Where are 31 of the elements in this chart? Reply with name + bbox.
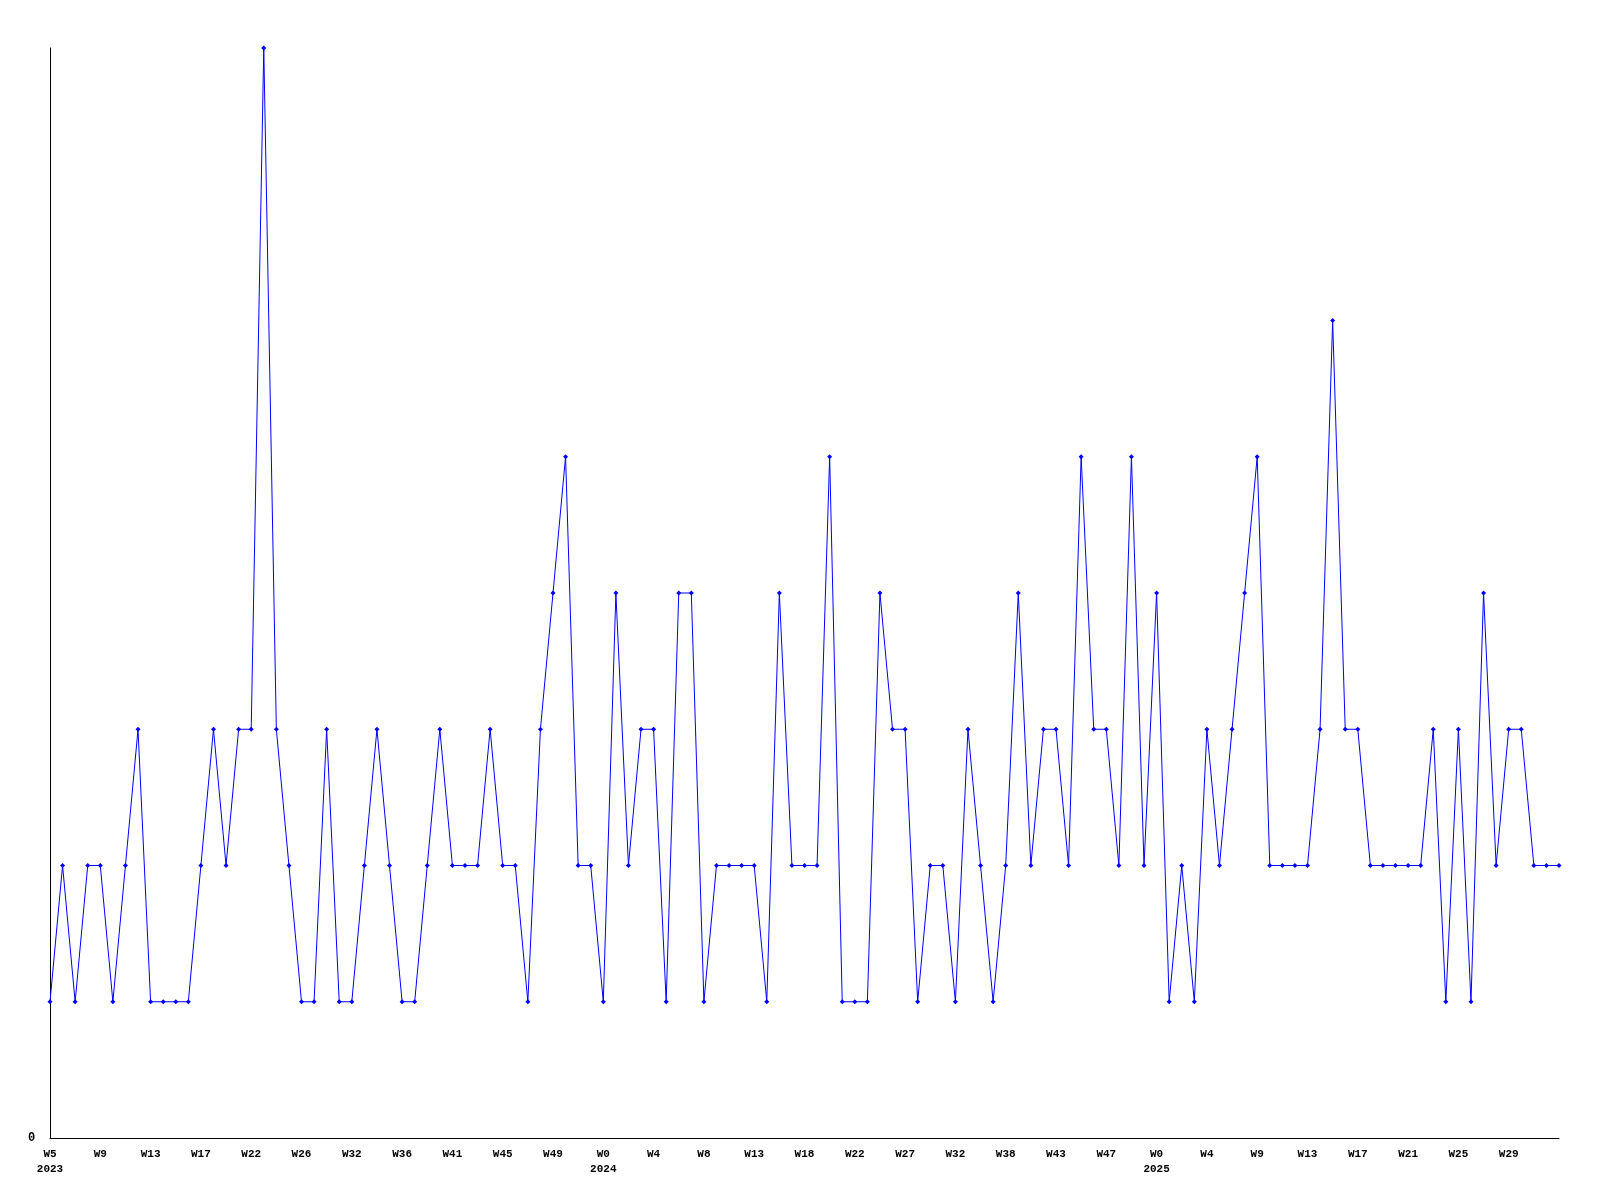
x-tick-label: W22 (241, 1147, 262, 1160)
x-tick-label: W9 (1250, 1147, 1264, 1160)
x-tick-label: W36 (392, 1147, 413, 1160)
x-tick-label: W32 (341, 1147, 362, 1160)
x-tick-label: W47 (1096, 1147, 1117, 1160)
x-tick-label: W32 (945, 1147, 966, 1160)
x-tick-label: W21 (1398, 1147, 1419, 1160)
x-tick-label: W17 (1347, 1147, 1368, 1160)
x-tick-label: W22 (844, 1147, 865, 1160)
x-tick-label: W49 (543, 1147, 563, 1160)
x-tick-label: W5 2023 (36, 1147, 64, 1175)
x-tick-label: W18 (794, 1147, 815, 1160)
x-tick-label: W25 (1448, 1147, 1469, 1160)
x-tick-label: W4 (647, 1147, 661, 1160)
x-tick-label: W41 (442, 1147, 463, 1160)
x-tick-label: W45 (492, 1147, 513, 1160)
x-tick-label: W38 (995, 1147, 1016, 1160)
x-tick-label: W13 (140, 1147, 161, 1160)
x-tick-label: W17 (190, 1147, 211, 1160)
x-tick-label: W13 (744, 1147, 765, 1160)
x-tick-label: W9 (93, 1147, 107, 1160)
x-tick-label: W27 (895, 1147, 916, 1160)
x-tick-label: W26 (291, 1147, 312, 1160)
x-tick-label: W13 (1297, 1147, 1318, 1160)
text: 0 (28, 1131, 36, 1145)
x-tick-label: W8 (697, 1147, 711, 1160)
x-tick-label: W0 2024 (590, 1147, 617, 1175)
x-tick-label: W0 2025 (1143, 1147, 1171, 1175)
x-tick-label: W29 (1498, 1147, 1519, 1160)
x-tick-label: W4 (1200, 1147, 1214, 1160)
x-tick-label: W43 (1046, 1147, 1067, 1160)
